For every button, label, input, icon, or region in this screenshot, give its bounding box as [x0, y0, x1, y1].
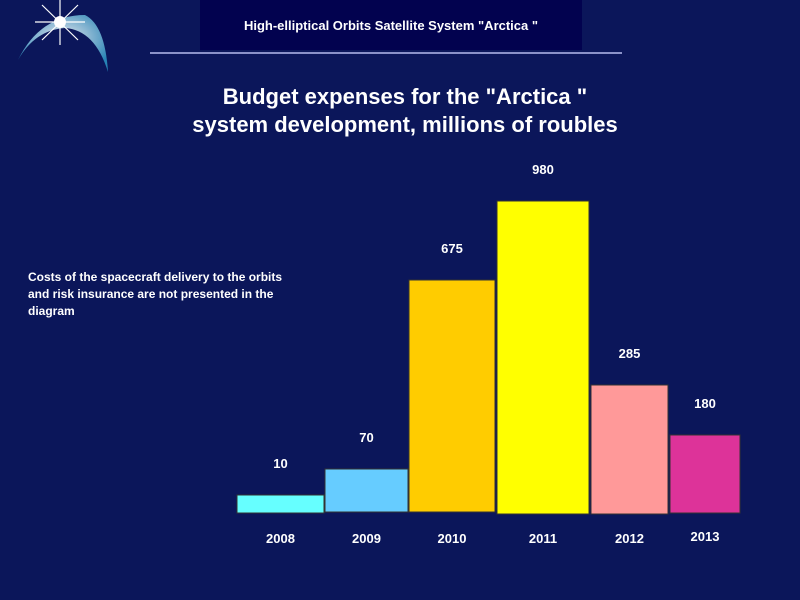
bar-2013: [669, 434, 741, 514]
x-tick-label-2009: 2009: [352, 531, 381, 546]
chart-title-line-2: system development, millions of roubles: [192, 112, 618, 137]
chart-note: Costs of the spacecraft delivery to the …: [28, 270, 283, 318]
header-title: High-elliptical Orbits Satellite System …: [243, 17, 539, 33]
bar-2011: [496, 200, 590, 515]
data-label-2011: 980: [532, 162, 554, 177]
star-crescent-logo-icon: [18, 0, 108, 72]
bar-2008: [236, 494, 325, 514]
x-tick-label-2013: 2013: [691, 529, 720, 544]
x-tick-label-2008: 2008: [266, 531, 295, 546]
x-tick-label-2010: 2010: [438, 531, 467, 546]
x-tick-label-2011: 2011: [529, 531, 557, 546]
data-label-2013: 180: [694, 396, 716, 411]
data-label-2012: 285: [619, 346, 641, 361]
bar-2009: [324, 468, 409, 513]
x-tick-label-2012: 2012: [615, 531, 644, 546]
bar-2012: [590, 384, 669, 515]
header-divider: [150, 52, 622, 54]
header-banner: High-elliptical Orbits Satellite System …: [200, 0, 582, 50]
data-label-2008: 10: [273, 456, 287, 471]
data-label-2010: 675: [441, 241, 463, 256]
bar-2010: [408, 279, 496, 513]
data-label-2009: 70: [359, 430, 373, 445]
chart-title-line-1: Budget expenses for the "Arctica ": [222, 84, 588, 109]
chart-title: Budget expenses for the "Arctica " system…: [100, 83, 710, 139]
